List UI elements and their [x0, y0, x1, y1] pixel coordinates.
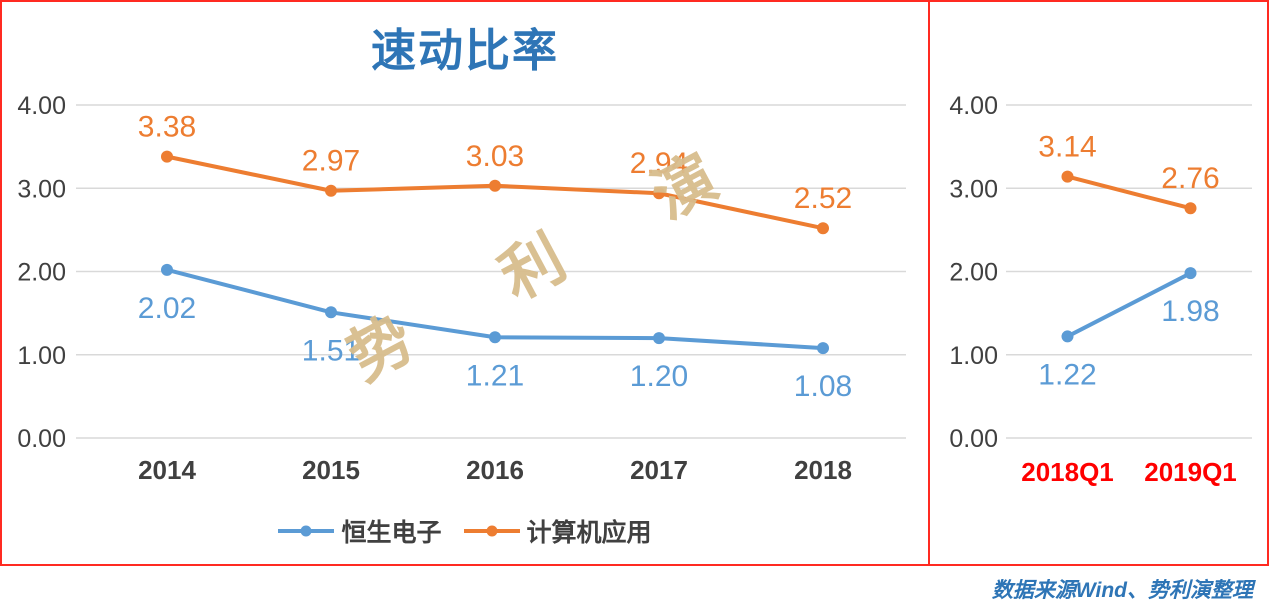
y-tick-label: 3.00	[17, 175, 66, 203]
data-label: 2.97	[302, 145, 360, 178]
annual-chart-canvas: 0.00 1.00 2.00 3.00 4.00 2014 2015 2016 2017 2018…	[17, 92, 906, 485]
data-label: 3.14	[1038, 131, 1096, 164]
y-tick-label: 0.00	[17, 425, 66, 453]
data-point	[1061, 330, 1074, 343]
legend-marker-icon	[278, 525, 335, 537]
legend-marker-icon	[463, 525, 520, 537]
quarterly-chart-panel: 0.00 1.00 2.00 3.00 4.00 2018Q1 2019Q1 1.22 1.98…	[930, 2, 1265, 564]
legend-dot	[486, 525, 497, 537]
y-tick-label: 2.00	[17, 259, 66, 287]
data-point	[817, 222, 829, 235]
x-tick-label: 2016	[466, 455, 524, 485]
data-label: 1.08	[794, 370, 852, 403]
x-tick-label: 2017	[630, 455, 688, 485]
data-label: 3.03	[466, 140, 524, 173]
legend: 恒生电子 计算机应用	[2, 513, 928, 549]
legend-item-1: 计算机应用	[463, 513, 652, 549]
data-point	[1061, 170, 1074, 183]
legend-dot	[300, 525, 312, 537]
legend-label: 恒生电子	[341, 519, 442, 547]
legend-label: 计算机应用	[526, 519, 652, 547]
data-point	[325, 184, 337, 197]
data-label: 1.22	[1038, 358, 1096, 391]
data-point	[653, 332, 665, 345]
data-label: 1.98	[1161, 295, 1219, 328]
data-point	[489, 331, 501, 344]
series-line-0	[1065, 271, 1193, 339]
data-point	[1184, 202, 1197, 215]
data-point	[161, 150, 173, 163]
data-label: 1.20	[630, 360, 688, 393]
data-point	[653, 187, 665, 200]
data-point	[1184, 267, 1197, 280]
y-tick-label: 4.00	[949, 92, 998, 120]
x-tick-label: 2019Q1	[1144, 457, 1237, 487]
y-tick-label: 1.00	[17, 342, 66, 370]
annual-chart-panel: 0.00 1.00 2.00 3.00 4.00 2014 2015 2016 2017 2018…	[2, 2, 930, 564]
x-tick-label: 2018	[794, 455, 852, 485]
data-point	[489, 179, 501, 192]
data-point	[817, 342, 829, 355]
y-tick-label: 2.00	[949, 259, 998, 287]
source-caption: 数据来源Wind、势利演整理	[991, 579, 1253, 602]
y-tick-label: 3.00	[949, 175, 998, 203]
chart-panels: 0.00 1.00 2.00 3.00 4.00 2014 2015 2016 2017 2018…	[0, 0, 1269, 566]
data-point	[325, 306, 337, 319]
x-tick-label: 2018Q1	[1021, 457, 1114, 487]
y-tick-label: 0.00	[949, 425, 998, 453]
data-label: 2.52	[794, 182, 852, 215]
data-label: 2.02	[138, 292, 196, 325]
chart-title: 速动比率	[370, 25, 559, 76]
y-tick-label: 1.00	[949, 342, 998, 370]
y-tick-label: 4.00	[17, 92, 66, 120]
series-line-1	[1065, 174, 1193, 211]
data-label: 3.38	[138, 111, 196, 144]
data-label: 2.76	[1161, 162, 1219, 195]
data-label: 2.94	[630, 147, 688, 180]
data-label: 1.51	[302, 334, 360, 367]
quarterly-chart-canvas: 0.00 1.00 2.00 3.00 4.00 2018Q1 2019Q1 1.22 1.98…	[949, 92, 1252, 487]
x-tick-label: 2015	[302, 455, 360, 485]
data-point	[161, 263, 173, 276]
data-label: 1.21	[466, 359, 524, 392]
legend-item-0: 恒生电子	[278, 513, 442, 549]
x-tick-label: 2014	[138, 455, 196, 485]
